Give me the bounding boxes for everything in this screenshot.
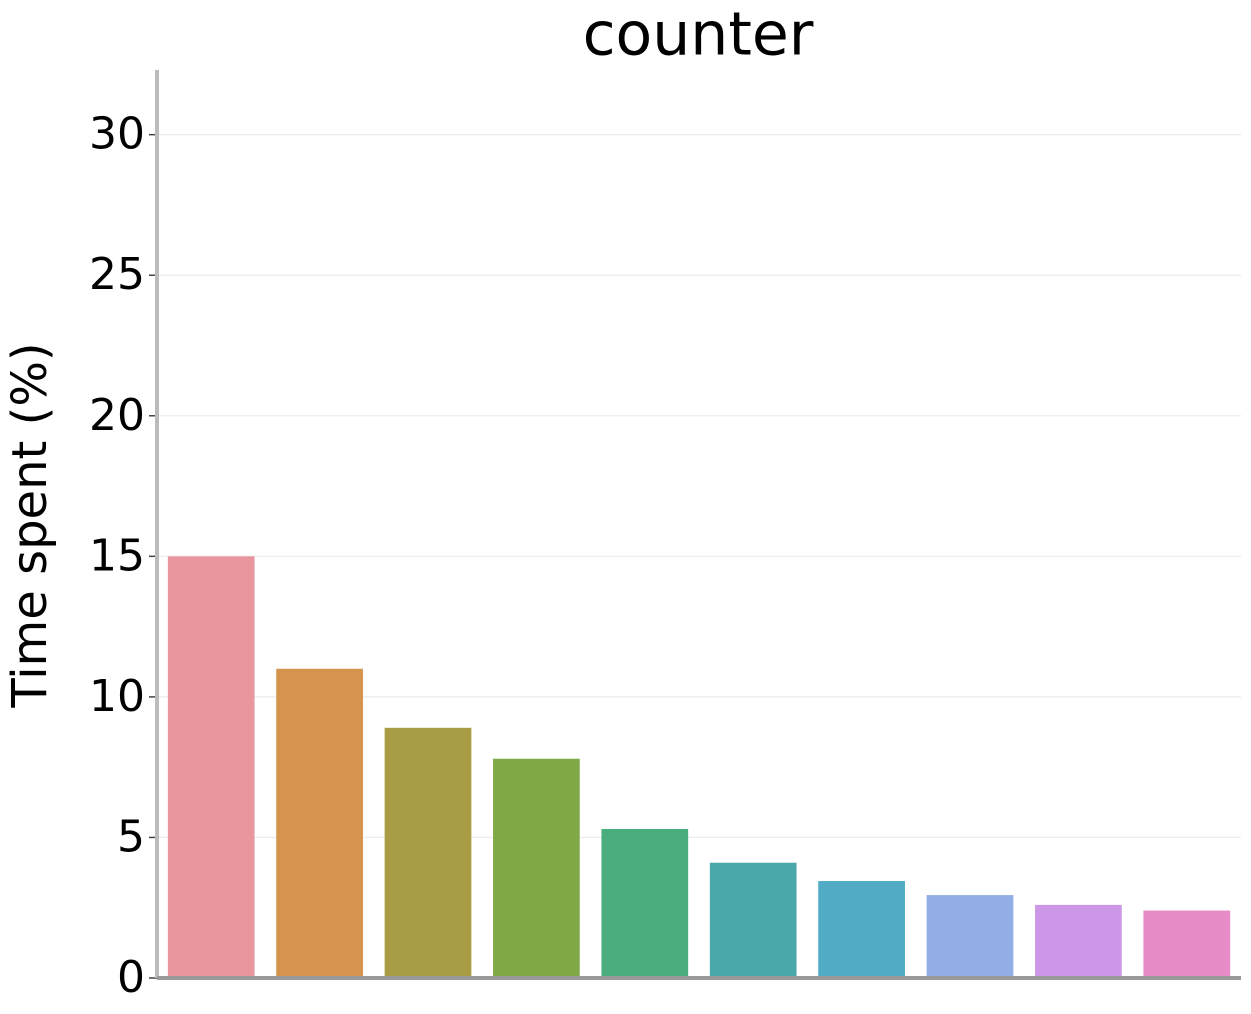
bar	[276, 668, 363, 978]
y-tick-label: 25	[89, 249, 145, 300]
y-axis-label: Time spent (%)	[2, 342, 58, 708]
bar	[1035, 904, 1122, 978]
y-tick-label: 5	[117, 811, 145, 862]
bar	[1143, 910, 1231, 978]
bar	[601, 829, 689, 978]
bar	[384, 727, 472, 978]
bar	[493, 758, 580, 978]
y-tick-label: 0	[117, 952, 145, 1003]
bar	[167, 556, 255, 978]
bar	[709, 862, 797, 978]
y-tick-label: 15	[89, 530, 145, 581]
y-tick-label: 10	[89, 671, 145, 722]
y-tick-label: 20	[89, 390, 145, 441]
chart-title: counter	[583, 0, 814, 70]
bar	[926, 895, 1014, 978]
y-tick-label: 30	[89, 109, 145, 160]
bar	[818, 881, 905, 978]
